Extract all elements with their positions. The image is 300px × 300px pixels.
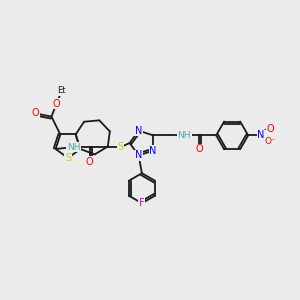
Text: O⁻: O⁻	[264, 137, 276, 146]
Text: N: N	[257, 130, 265, 140]
Text: S: S	[65, 153, 71, 163]
Text: N: N	[135, 150, 142, 161]
Text: F: F	[139, 198, 145, 208]
Text: O: O	[266, 124, 274, 134]
Text: N: N	[149, 146, 157, 156]
Text: O: O	[195, 144, 203, 154]
Text: N: N	[135, 126, 142, 136]
Text: O: O	[86, 157, 93, 167]
Text: O: O	[32, 109, 40, 118]
Text: NH: NH	[67, 142, 80, 152]
Text: S: S	[118, 142, 124, 152]
Text: NH: NH	[177, 131, 191, 140]
Text: O: O	[53, 99, 60, 109]
Text: Et: Et	[58, 86, 66, 95]
